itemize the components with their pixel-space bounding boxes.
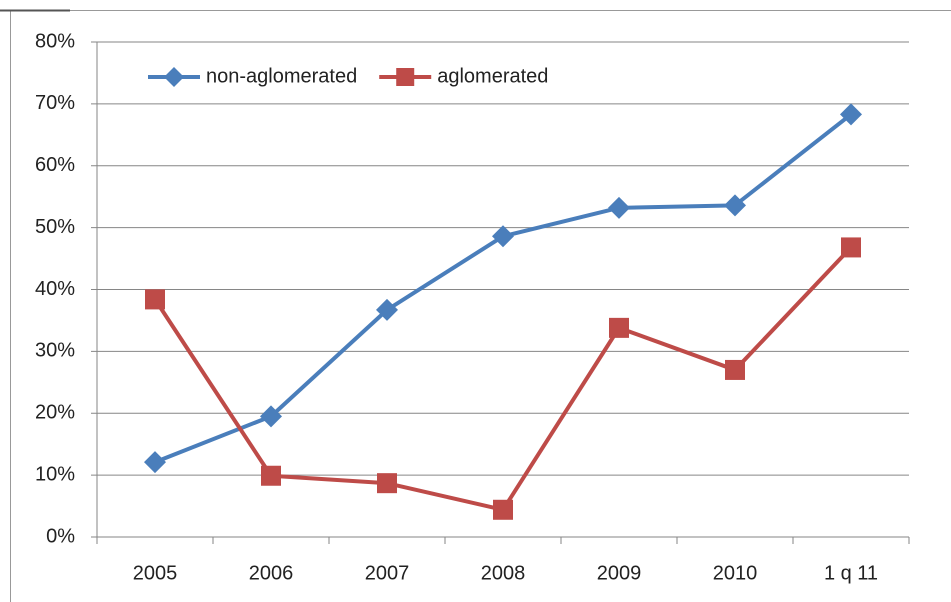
data-point (261, 465, 281, 486)
data-point (260, 405, 282, 428)
data-point (493, 499, 513, 520)
x-tick-label: 1 q 11 (824, 562, 878, 584)
data-point (377, 473, 397, 494)
legend-label: non-aglomerated (206, 65, 357, 87)
y-tick-label: 20% (35, 402, 75, 424)
x-tick-label: 2008 (481, 562, 526, 584)
data-point (840, 103, 862, 126)
x-tick-label: 2010 (713, 562, 758, 584)
y-tick-label: 70% (35, 92, 75, 114)
legend-marker (396, 68, 415, 86)
y-tick-label: 40% (35, 278, 75, 300)
data-point (724, 194, 746, 217)
legend-label: aglomerated (437, 65, 548, 87)
data-point (725, 359, 745, 380)
y-tick-label: 10% (35, 463, 75, 485)
data-point (609, 317, 629, 338)
x-tick-label: 2007 (365, 562, 410, 584)
y-tick-label: 30% (35, 340, 75, 362)
data-point (144, 451, 166, 474)
y-tick-label: 0% (46, 525, 75, 547)
legend-marker (164, 67, 184, 87)
data-point (376, 298, 398, 321)
x-tick-label: 2006 (249, 562, 294, 584)
y-tick-label: 60% (35, 154, 75, 176)
y-tick-label: 80% (35, 30, 75, 52)
data-point (841, 237, 861, 258)
data-point (145, 289, 165, 310)
y-tick-label: 50% (35, 216, 75, 238)
x-tick-label: 2009 (597, 562, 642, 584)
data-point (492, 225, 514, 248)
data-point (608, 196, 630, 219)
x-tick-label: 2005 (133, 562, 178, 584)
